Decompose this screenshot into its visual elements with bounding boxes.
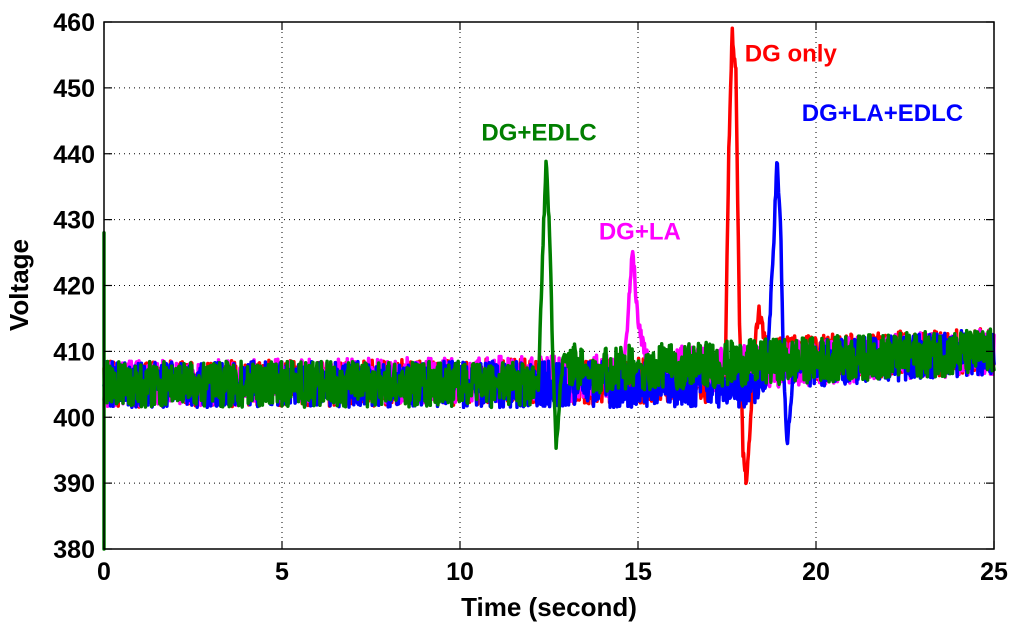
y-tick-label: 400 xyxy=(53,404,95,432)
y-tick-label: 390 xyxy=(53,470,95,498)
y-tick-label: 410 xyxy=(53,338,95,366)
x-tick-label: 10 xyxy=(446,558,474,586)
x-axis-title: Time (second) xyxy=(461,592,637,622)
y-tick-label: 440 xyxy=(53,141,95,169)
x-tick-label: 25 xyxy=(980,558,1008,586)
annotation-dg-only: DG only xyxy=(745,41,838,68)
annotation-dg-la-edlc: DG+LA+EDLC xyxy=(802,100,963,127)
y-axis-title: Voltage xyxy=(4,239,34,331)
tick-labels: 0 5 10 15 20 25 380 390 400 410 420 430 440 450 460 xyxy=(53,9,1008,586)
y-tick-label: 460 xyxy=(53,9,95,37)
x-tick-label: 20 xyxy=(802,558,830,586)
series-line-dg-edlc xyxy=(102,159,996,551)
axis-ticks xyxy=(103,21,995,550)
annotation-dg-la: DG+LA xyxy=(599,218,681,245)
x-tick-label: 0 xyxy=(97,558,111,586)
series-annotations: DG only DG+LA+EDLC DG+EDLC DG+LA xyxy=(481,41,963,246)
series-lines xyxy=(102,26,996,551)
annotation-dg-edlc: DG+EDLC xyxy=(481,120,596,147)
x-tick-label: 5 xyxy=(275,558,289,586)
y-tick-label: 450 xyxy=(53,75,95,103)
y-tick-label: 380 xyxy=(53,536,95,564)
y-tick-label: 420 xyxy=(53,273,95,301)
x-tick-label: 15 xyxy=(624,558,652,586)
y-tick-label: 430 xyxy=(53,207,95,235)
